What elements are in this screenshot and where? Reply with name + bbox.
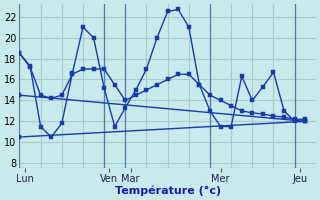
X-axis label: Température (°c): Température (°c) [115,185,221,196]
